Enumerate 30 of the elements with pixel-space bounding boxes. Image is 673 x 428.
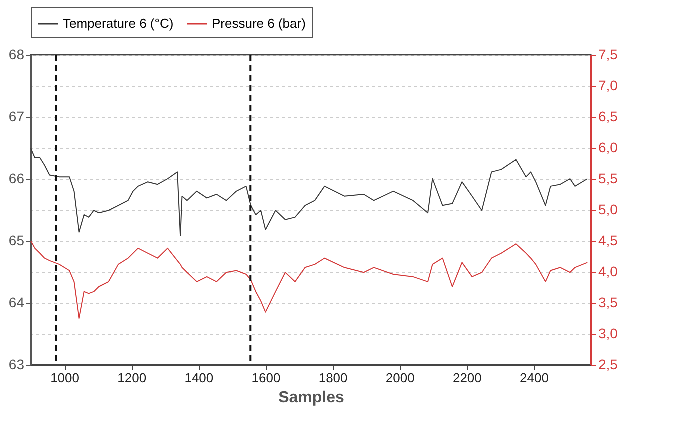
y-tick-label: 67 <box>8 108 25 124</box>
x-tick-label: 1600 <box>252 370 281 386</box>
y-tick-label: 66 <box>8 170 25 186</box>
line-series <box>30 148 588 237</box>
y2-tick-label: 6,0 <box>598 140 618 156</box>
line-series <box>30 240 588 319</box>
x-tick-label: 1200 <box>118 370 147 386</box>
y2-tick-label: 3,5 <box>598 294 618 310</box>
legend-label: Pressure 6 (bar) <box>212 16 306 31</box>
legend-label: Temperature 6 (°C) <box>63 16 174 31</box>
y2-tick-label: 4,5 <box>598 232 618 248</box>
y2-tick-label: 7,5 <box>598 46 618 62</box>
y-tick-label: 68 <box>8 46 25 62</box>
y2-tick-label: 6,5 <box>598 108 618 124</box>
y-tick-label: 63 <box>8 356 25 372</box>
x-tick-label: 2400 <box>520 370 549 386</box>
y2-tick-label: 5,5 <box>598 170 618 186</box>
y2-tick-label: 7,0 <box>598 78 618 94</box>
y2-tick-label: 2,5 <box>598 356 618 372</box>
x-tick-label: 1400 <box>184 370 214 386</box>
x-tick-label: 2200 <box>452 370 482 386</box>
y-tick-label: 65 <box>8 232 25 248</box>
y2-tick-label: 5,0 <box>598 202 618 218</box>
x-tick-label: 1800 <box>318 370 348 386</box>
x-tick-label: 1000 <box>50 370 80 386</box>
x-axis-title: Samples <box>278 390 345 406</box>
y2-tick-label: 3,0 <box>598 326 618 342</box>
y-tick-label: 64 <box>8 294 25 310</box>
y2-tick-label: 4,0 <box>598 264 618 280</box>
x-tick-label: 2000 <box>386 370 415 386</box>
